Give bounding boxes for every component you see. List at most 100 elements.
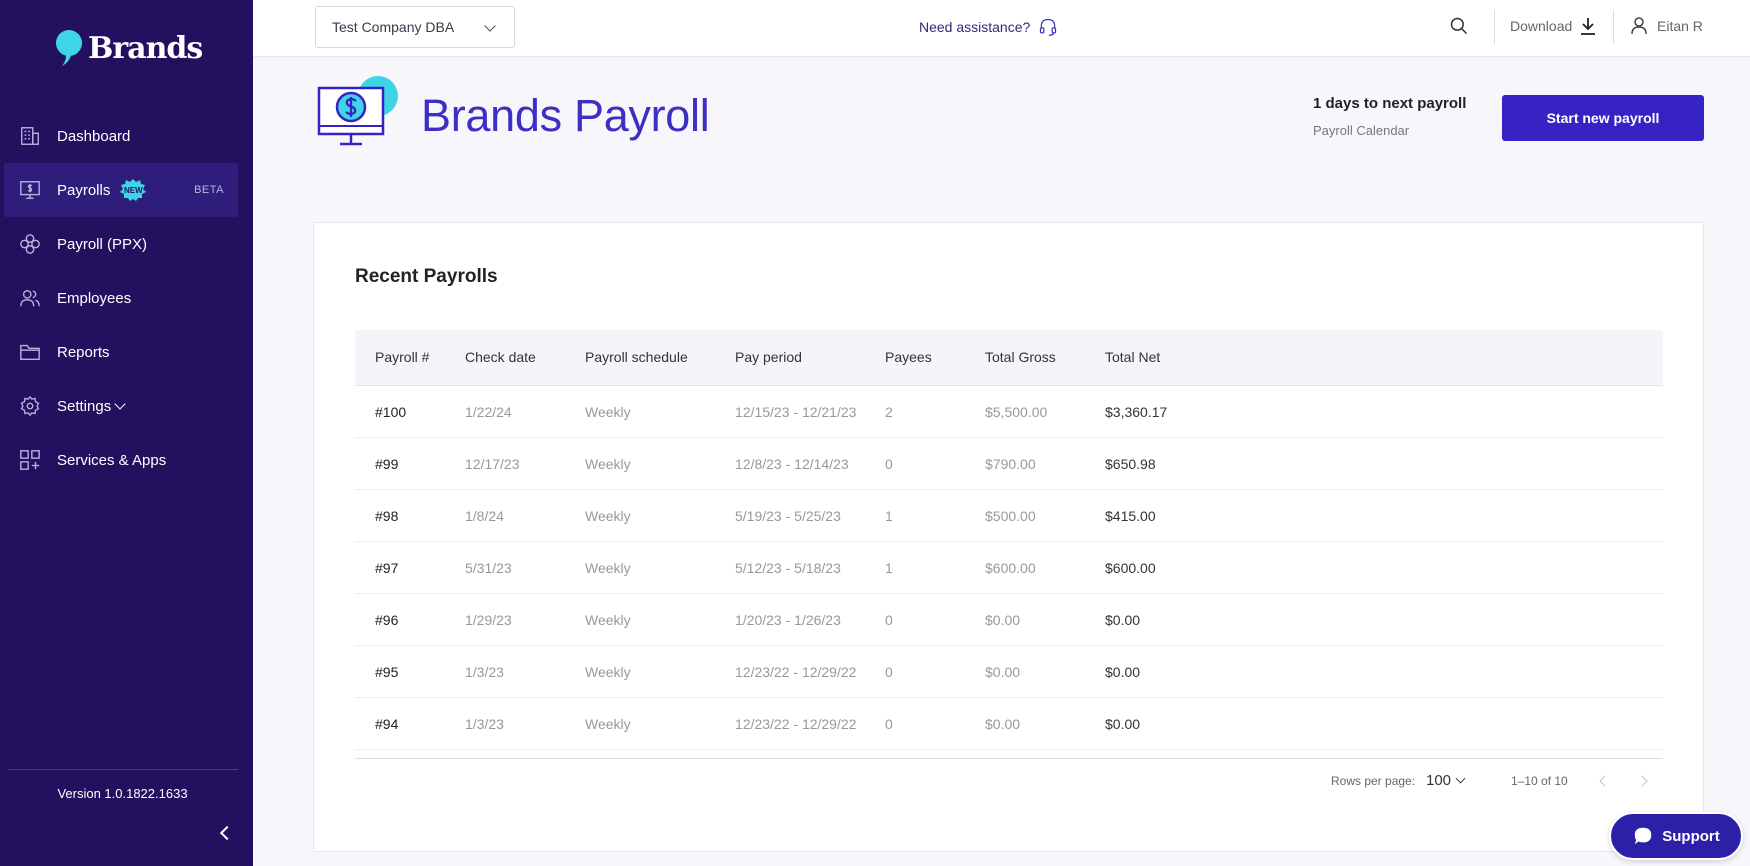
need-assistance-link[interactable]: Need assistance? bbox=[919, 17, 1058, 37]
download-icon bbox=[1581, 18, 1596, 35]
cell-payees: 0 bbox=[885, 456, 893, 472]
cell-payroll-number: #97 bbox=[375, 560, 399, 576]
sidebar-nav: Dashboard Payrolls NEW BETA Payroll (PPX… bbox=[0, 109, 253, 487]
column-header-pay-period[interactable]: Pay period bbox=[735, 349, 802, 365]
column-header-payroll-number[interactable]: Payroll # bbox=[375, 349, 430, 365]
cell-payees: 0 bbox=[885, 612, 893, 628]
cell-total-net: $0.00 bbox=[1105, 664, 1141, 680]
user-menu[interactable]: Eitan R bbox=[1631, 17, 1703, 35]
sidebar-item-label: Employees bbox=[57, 289, 132, 307]
cell-payroll-schedule: Weekly bbox=[585, 456, 631, 472]
table-row[interactable]: #100 1/22/24 Weekly 12/15/23 - 12/21/23 2 $5,… bbox=[355, 386, 1663, 438]
payroll-calendar-link[interactable]: Payroll Calendar bbox=[1313, 123, 1410, 138]
column-header-check-date[interactable]: Check date bbox=[465, 349, 536, 365]
download-button[interactable]: Download bbox=[1510, 17, 1596, 35]
cell-total-net: $0.00 bbox=[1105, 716, 1141, 732]
download-label: Download bbox=[1510, 18, 1573, 34]
cell-check-date: 12/17/23 bbox=[465, 456, 520, 472]
cell-total-gross: $500.00 bbox=[985, 508, 1036, 524]
search-button[interactable] bbox=[1449, 16, 1473, 40]
cell-payroll-schedule: Weekly bbox=[585, 404, 631, 420]
brand-logo[interactable]: Brands bbox=[52, 28, 203, 68]
top-bar: Test Company DBA Need assistance? Downlo… bbox=[253, 0, 1750, 57]
support-button[interactable]: Support bbox=[1609, 812, 1743, 860]
cell-total-gross: $790.00 bbox=[985, 456, 1036, 472]
company-select[interactable]: Test Company DBA bbox=[315, 6, 515, 48]
table-row[interactable]: #96 1/29/23 Weekly 1/20/23 - 1/26/23 0 $0.00 $… bbox=[355, 594, 1663, 646]
cell-total-net: $3,360.17 bbox=[1105, 404, 1168, 420]
chevron-down-icon bbox=[1455, 773, 1466, 784]
next-page-chevron-icon[interactable] bbox=[1638, 776, 1648, 786]
table-bottom-divider bbox=[355, 758, 1663, 759]
version-label: Version 1.0.1822.1633 bbox=[57, 786, 188, 801]
column-header-payroll-schedule[interactable]: Payroll schedule bbox=[585, 349, 688, 365]
cell-pay-period: 5/12/23 - 5/18/23 bbox=[735, 560, 841, 576]
cell-payees: 2 bbox=[885, 404, 893, 420]
table-row[interactable]: #99 12/17/23 Weekly 12/8/23 - 12/14/23 0 $790… bbox=[355, 438, 1663, 490]
cell-total-gross: $0.00 bbox=[985, 612, 1021, 628]
sidebar-divider bbox=[8, 769, 238, 770]
sidebar-item-settings[interactable]: Settings bbox=[0, 379, 253, 433]
collapse-sidebar-chevron-icon[interactable] bbox=[218, 826, 232, 840]
chat-bubble-icon bbox=[1635, 827, 1652, 845]
column-header-total-gross[interactable]: Total Gross bbox=[985, 349, 1056, 365]
cell-check-date: 1/29/23 bbox=[465, 612, 512, 628]
cell-payroll-schedule: Weekly bbox=[585, 664, 631, 680]
page-title: Brands Payroll bbox=[421, 90, 710, 141]
logo-mark-icon bbox=[56, 30, 82, 66]
table-row[interactable]: #94 1/3/23 Weekly 12/23/22 - 12/29/22 0 $0.00… bbox=[355, 698, 1663, 750]
user-name: Eitan R bbox=[1657, 18, 1703, 34]
cell-payroll-number: #100 bbox=[375, 404, 407, 420]
cell-payees: 0 bbox=[885, 664, 893, 680]
column-header-payees[interactable]: Payees bbox=[885, 349, 932, 365]
cell-payroll-schedule: Weekly bbox=[585, 508, 631, 524]
cell-pay-period: 12/15/23 - 12/21/23 bbox=[735, 404, 857, 420]
table-row[interactable]: #95 1/3/23 Weekly 12/23/22 - 12/29/22 0 $0.00… bbox=[355, 646, 1663, 698]
sidebar-item-dashboard[interactable]: Dashboard bbox=[0, 109, 253, 163]
start-new-payroll-button[interactable]: Start new payroll bbox=[1502, 95, 1704, 141]
cell-pay-period: 12/8/23 - 12/14/23 bbox=[735, 456, 849, 472]
cell-payroll-schedule: Weekly bbox=[585, 560, 631, 576]
column-header-total-net[interactable]: Total Net bbox=[1105, 349, 1161, 365]
table-row[interactable]: #98 1/8/24 Weekly 5/19/23 - 5/25/23 1 $500.00… bbox=[355, 490, 1663, 542]
table-body: #100 1/22/24 Weekly 12/15/23 - 12/21/23 2 $5,… bbox=[355, 386, 1663, 750]
rows-per-page-label: Rows per page: bbox=[1331, 774, 1416, 788]
cell-check-date: 5/31/23 bbox=[465, 560, 512, 576]
sidebar-item-reports[interactable]: Reports bbox=[0, 325, 253, 379]
next-payroll-countdown: 1 days to next payroll bbox=[1313, 95, 1467, 112]
cell-payees: 0 bbox=[885, 716, 893, 732]
table-row[interactable]: #97 5/31/23 Weekly 5/12/23 - 5/18/23 1 $600.0… bbox=[355, 542, 1663, 594]
headset-icon bbox=[1040, 18, 1057, 36]
pagination-range: 1–10 of 10 bbox=[1511, 774, 1568, 788]
cell-payees: 1 bbox=[885, 560, 893, 576]
payroll-monitor-illustration-icon bbox=[317, 76, 398, 146]
recent-payrolls-card: Recent Payrolls Payroll # Check date Pay… bbox=[313, 222, 1704, 852]
cell-check-date: 1/3/23 bbox=[465, 716, 504, 732]
company-select-value: Test Company DBA bbox=[332, 19, 455, 35]
cell-total-net: $0.00 bbox=[1105, 612, 1141, 628]
cell-pay-period: 12/23/22 - 12/29/22 bbox=[735, 716, 857, 732]
cell-total-net: $600.00 bbox=[1105, 560, 1156, 576]
cell-payroll-number: #98 bbox=[375, 508, 399, 524]
recent-payrolls-title: Recent Payrolls bbox=[355, 266, 498, 287]
sidebar-item-services-apps[interactable]: Services & Apps bbox=[0, 433, 253, 487]
cell-payroll-number: #94 bbox=[375, 716, 399, 732]
rows-per-page-select[interactable]: 100 bbox=[1426, 772, 1466, 789]
chevron-down-icon bbox=[484, 20, 496, 32]
new-badge: NEW bbox=[120, 179, 147, 201]
sidebar-item-label: Payroll (PPX) bbox=[57, 235, 148, 253]
gear-icon bbox=[18, 394, 42, 418]
previous-page-chevron-icon[interactable] bbox=[1598, 776, 1608, 786]
cell-pay-period: 1/20/23 - 1/26/23 bbox=[735, 612, 841, 628]
cell-check-date: 1/8/24 bbox=[465, 508, 504, 524]
cell-payroll-number: #99 bbox=[375, 456, 399, 472]
sidebar-item-payrolls[interactable]: Payrolls NEW BETA bbox=[4, 163, 238, 217]
sidebar-item-employees[interactable]: Employees bbox=[0, 271, 253, 325]
topbar-divider bbox=[1494, 10, 1495, 44]
cell-total-gross: $0.00 bbox=[985, 664, 1021, 680]
sidebar-item-payroll-ppx[interactable]: Payroll (PPX) bbox=[0, 217, 253, 271]
cell-pay-period: 5/19/23 - 5/25/23 bbox=[735, 508, 841, 524]
cell-total-net: $650.98 bbox=[1105, 456, 1156, 472]
cell-total-gross: $600.00 bbox=[985, 560, 1036, 576]
search-icon bbox=[1450, 17, 1468, 35]
